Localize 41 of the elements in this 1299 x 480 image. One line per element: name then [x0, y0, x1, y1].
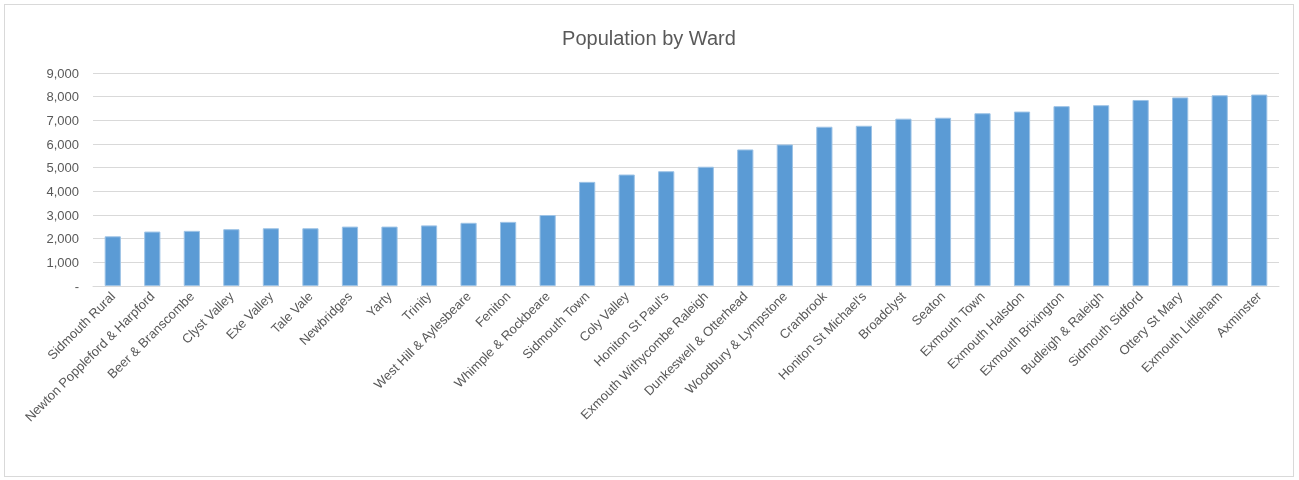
bar	[1053, 106, 1070, 286]
bar	[381, 226, 398, 286]
bar	[420, 225, 438, 286]
bar	[1172, 97, 1189, 286]
bar	[776, 144, 793, 286]
bar	[302, 228, 319, 286]
y-tick-label: 8,000	[46, 89, 79, 105]
bar	[855, 125, 872, 286]
bar	[104, 236, 121, 286]
bar	[697, 166, 714, 286]
bar	[183, 230, 200, 286]
bar	[341, 226, 359, 286]
bar	[223, 229, 240, 286]
y-tick-label: 6,000	[46, 136, 79, 152]
y-tick-label: 9,000	[46, 65, 79, 81]
bar	[460, 222, 477, 286]
bar	[539, 215, 556, 286]
bar	[816, 126, 833, 286]
bar	[500, 221, 517, 286]
bar	[737, 149, 754, 286]
y-tick-label: 1,000	[46, 254, 79, 270]
y-tick-label: -	[74, 278, 79, 294]
y-tick-label: 3,000	[46, 207, 79, 223]
bar	[618, 174, 635, 286]
bar	[1013, 111, 1031, 286]
bar	[262, 228, 279, 286]
y-tick-label: 2,000	[46, 231, 79, 247]
bar	[658, 171, 675, 286]
bar	[1132, 99, 1149, 286]
y-tick-label: 4,000	[46, 183, 79, 199]
bar	[1251, 94, 1268, 286]
y-tick-label: 5,000	[46, 160, 79, 176]
bar	[895, 118, 912, 286]
bar	[934, 117, 952, 286]
bar	[974, 113, 991, 286]
bar	[144, 231, 161, 286]
bar	[579, 181, 596, 286]
y-tick-label: 7,000	[46, 112, 79, 128]
bar	[1093, 105, 1110, 286]
chart-title: Population by Ward	[562, 27, 736, 49]
bar	[1211, 95, 1228, 286]
